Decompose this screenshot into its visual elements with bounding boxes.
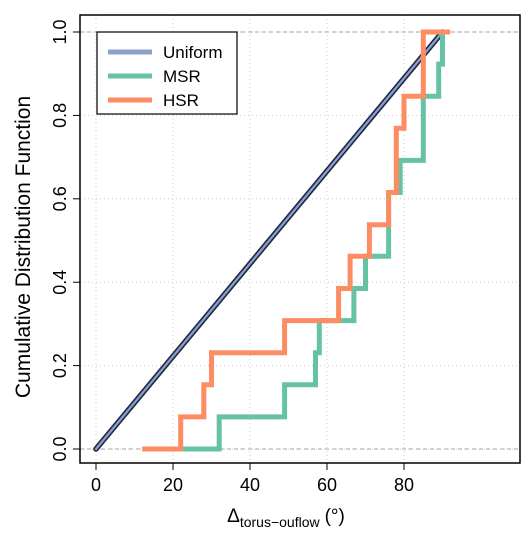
y-tick-label: 0.0 — [50, 436, 70, 461]
series-layer — [93, 29, 451, 452]
y-tick-label: 0.6 — [50, 186, 70, 211]
x-tick-label: 0 — [91, 475, 101, 495]
x-axis-label-symbol: Δ — [227, 506, 240, 527]
series-msr-line — [180, 29, 451, 452]
x-axis-label-unit: (°) — [325, 506, 345, 527]
y-tick-label: 1.0 — [50, 19, 70, 44]
plot-frame — [79, 14, 521, 464]
legend-label-msr: MSR — [163, 67, 201, 86]
legend: Uniform MSR HSR — [96, 31, 238, 115]
x-tick-label: 40 — [240, 475, 260, 495]
series-hsr-line — [142, 29, 451, 452]
legend-label-hsr: HSR — [163, 91, 199, 110]
x-tick-label: 20 — [163, 475, 183, 495]
legend-label-uniform: Uniform — [163, 43, 223, 62]
y-tick-label: 0.4 — [50, 270, 70, 295]
y-tick-label: 0.8 — [50, 103, 70, 128]
y-tick-label: 0.2 — [50, 353, 70, 378]
x-axis-label: Δtorus−ouflow (°) — [227, 506, 345, 530]
x-tick-label: 80 — [394, 475, 414, 495]
y-axis-label: Cumulative Distribution Function — [12, 96, 35, 398]
series-uniform-line — [94, 30, 444, 451]
y-axis: 0.0 0.2 0.4 0.6 0.8 1.0 — [50, 19, 80, 462]
x-axis: 0 20 40 60 80 — [91, 463, 414, 495]
x-tick-label: 60 — [317, 475, 337, 495]
x-axis-label-subscript: torus−ouflow — [240, 514, 321, 530]
